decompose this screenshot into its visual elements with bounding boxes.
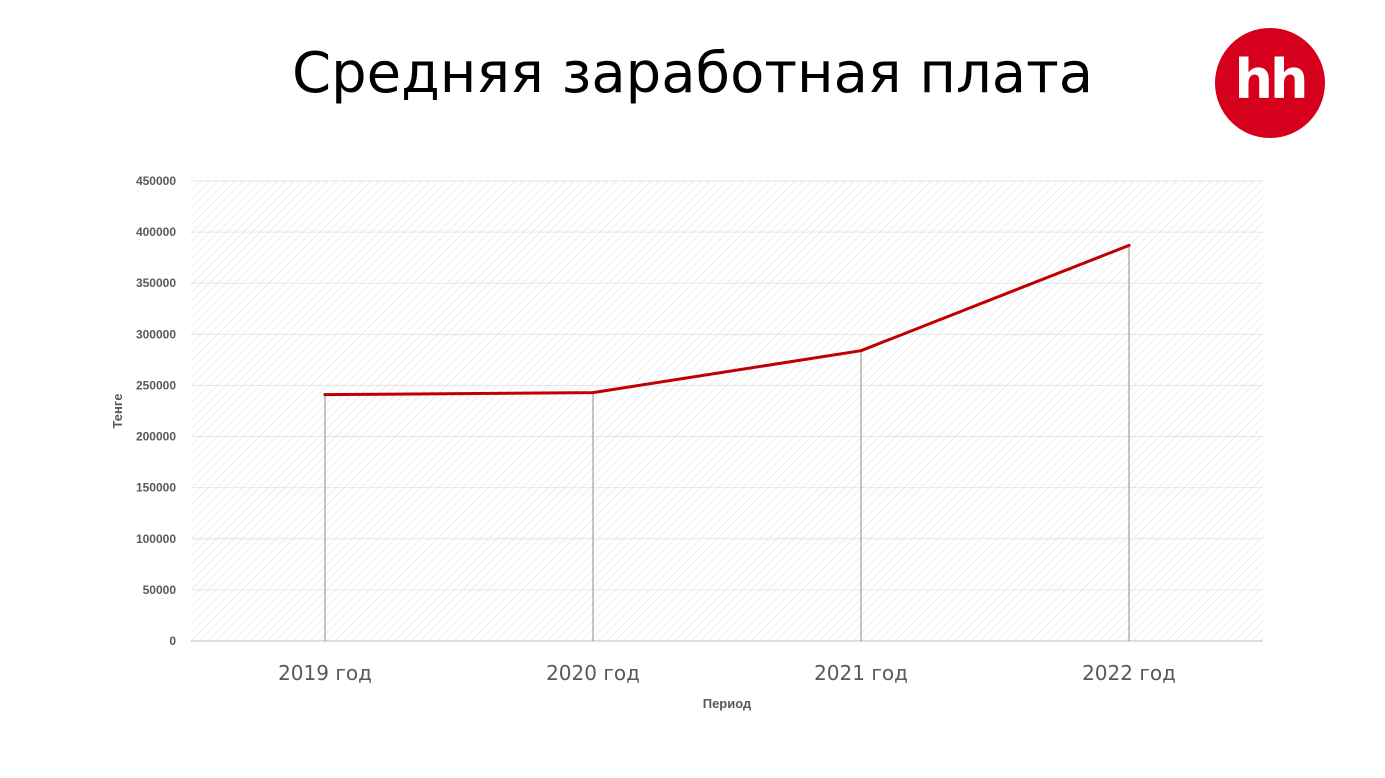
y-tick-label: 50000 (143, 583, 177, 597)
data-point (591, 391, 595, 395)
x-tick-label: 2022 год (1082, 661, 1176, 685)
y-tick-label: 250000 (136, 378, 176, 392)
x-tick-label: 2020 год (546, 661, 640, 685)
x-axis-title: Период (703, 696, 752, 711)
data-point (323, 393, 327, 397)
plot-area (191, 181, 1263, 641)
y-tick-label: 350000 (136, 276, 176, 290)
y-tick-label: 200000 (136, 430, 176, 444)
x-tick-label: 2019 год (278, 661, 372, 685)
y-tick-label: 0 (169, 634, 176, 648)
logo-text: hh (1234, 48, 1309, 111)
y-tick-label: 400000 (136, 225, 176, 239)
data-point (859, 349, 863, 353)
series-line (323, 243, 1131, 397)
x-tick-label: 2021 год (814, 661, 908, 685)
y-tick-label: 100000 (136, 532, 176, 546)
hh-logo: hh (1215, 28, 1325, 138)
y-tick-label: 450000 (136, 174, 176, 188)
slide-title: Средняя заработная плата (291, 41, 1094, 106)
y-tick-label: 150000 (136, 481, 176, 495)
y-axis-title: Тенге (110, 393, 125, 428)
y-tick-label: 300000 (136, 327, 176, 341)
data-point (1127, 243, 1131, 247)
